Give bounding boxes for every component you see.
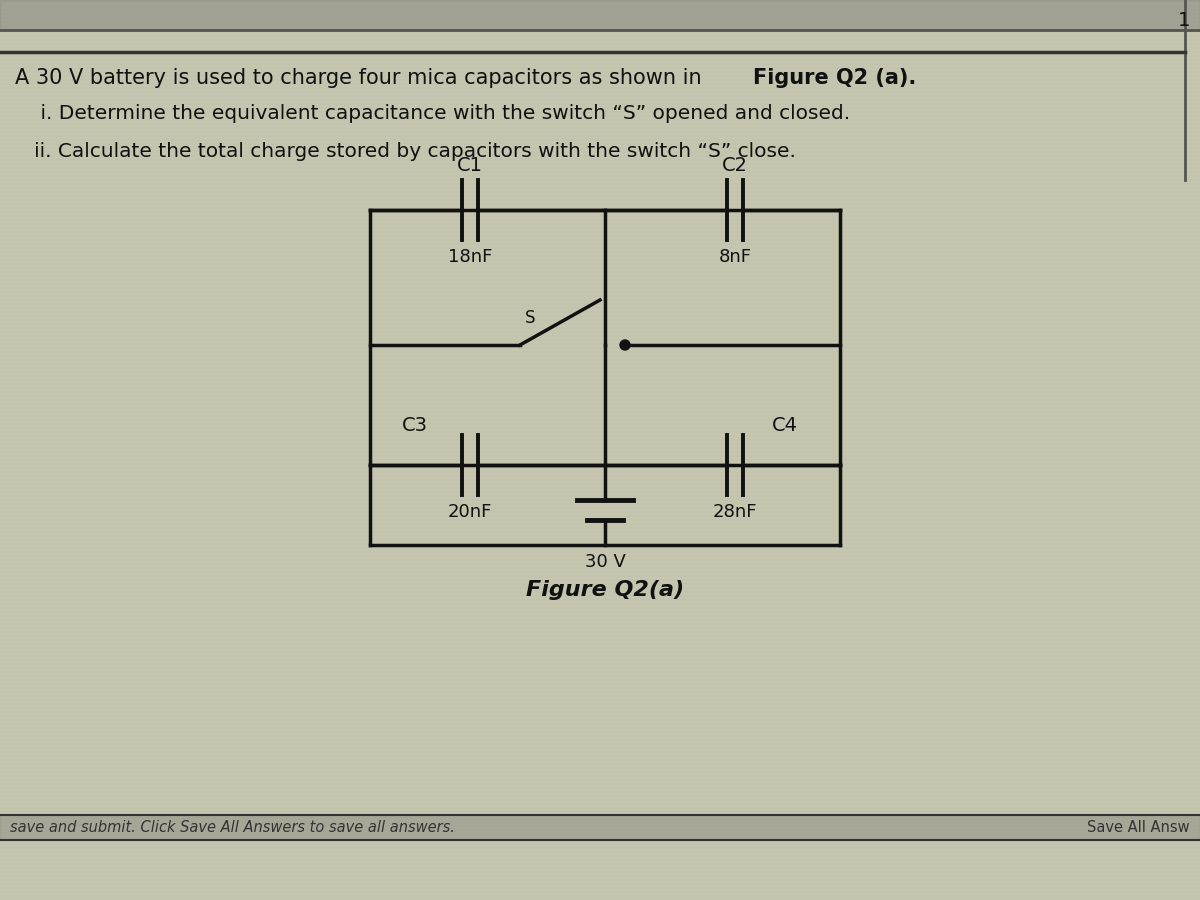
Text: S: S <box>526 309 535 327</box>
Text: 30 V: 30 V <box>584 553 625 571</box>
Text: Figure Q2(a): Figure Q2(a) <box>526 580 684 600</box>
Text: 28nF: 28nF <box>713 503 757 521</box>
Circle shape <box>620 340 630 350</box>
Text: C4: C4 <box>772 416 798 435</box>
Text: 1: 1 <box>1177 11 1190 30</box>
Text: 18nF: 18nF <box>448 248 492 266</box>
Text: 8nF: 8nF <box>719 248 751 266</box>
Text: i. Determine the equivalent capacitance with the switch “S” opened and closed.: i. Determine the equivalent capacitance … <box>14 104 850 123</box>
Text: ii. Calculate the total charge stored by capacitors with the switch “S” close.: ii. Calculate the total charge stored by… <box>14 142 796 161</box>
Text: C1: C1 <box>457 156 482 175</box>
Text: Save All Answ: Save All Answ <box>1087 821 1190 835</box>
Text: C2: C2 <box>722 156 748 175</box>
Text: Figure Q2 (a).: Figure Q2 (a). <box>754 68 917 88</box>
Text: A 30 V battery is used to charge four mica capacitors as shown in: A 30 V battery is used to charge four mi… <box>14 68 708 88</box>
Text: 20nF: 20nF <box>448 503 492 521</box>
Text: save and submit. Click Save All Answers to save all answers.: save and submit. Click Save All Answers … <box>10 821 455 835</box>
Text: C3: C3 <box>402 416 428 435</box>
